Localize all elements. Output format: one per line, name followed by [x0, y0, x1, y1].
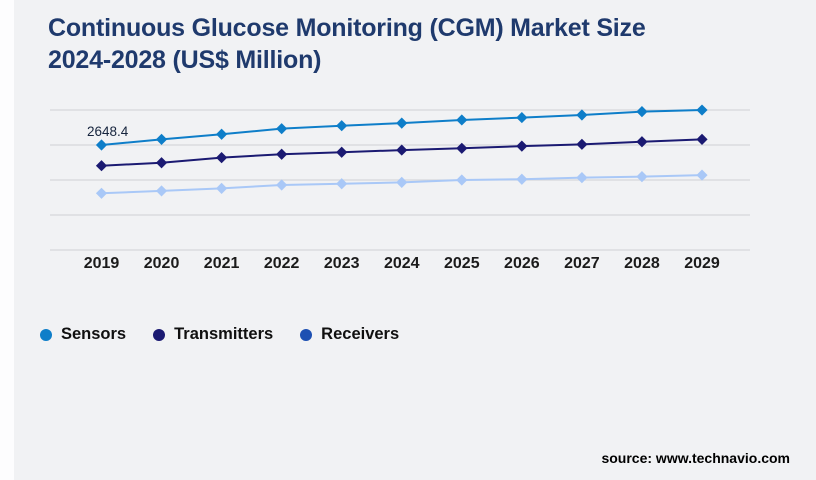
chart-title-line2: 2024-2028 (US$ Million): [48, 46, 322, 74]
marker-receivers-2019: [95, 187, 108, 199]
marker-sensors-2020: [155, 133, 168, 145]
marker-receivers-2027: [576, 172, 588, 184]
marker-sensors-2024: [396, 117, 408, 129]
marker-receivers-2028: [636, 171, 648, 183]
legend-dot-receivers: [300, 328, 313, 341]
marker-receivers-2021: [216, 182, 228, 194]
chart-title-line1: Continuous Glucose Monitoring (CGM) Mark…: [48, 14, 646, 42]
marker-transmitters-2023: [336, 146, 348, 158]
marker-sensors-2019: [95, 139, 108, 151]
legend-dot-transmitters: [153, 328, 166, 341]
marker-sensors-2021: [216, 128, 228, 140]
legend-item-receivers: Receivers: [300, 325, 399, 344]
marker-receivers-2024: [396, 176, 408, 188]
marker-transmitters-2020: [155, 157, 168, 169]
marker-sensors-2025: [456, 114, 468, 126]
marker-receivers-2029: [696, 169, 708, 181]
marker-transmitters-2021: [216, 152, 228, 164]
data-label-sensors-2019: 2648.4: [87, 124, 129, 139]
legend-label-sensors: Sensors: [61, 325, 127, 343]
legend-label-receivers: Receivers: [321, 325, 400, 343]
marker-transmitters-2027: [576, 138, 588, 150]
chart-title: Continuous Glucose Monitoring (CGM) Mark…: [48, 12, 728, 76]
source-attribution: source: www.technavio.com: [601, 450, 790, 466]
marker-receivers-2020: [155, 185, 168, 197]
marker-sensors-2029: [696, 104, 708, 116]
marker-transmitters-2025: [456, 142, 468, 154]
legend-item-transmitters: Transmitters: [153, 325, 273, 344]
marker-transmitters-2029: [696, 133, 708, 145]
legend-label-transmitters: Transmitters: [174, 325, 274, 343]
left-margin-strip: [0, 0, 14, 480]
marker-sensors-2028: [636, 106, 648, 118]
marker-receivers-2023: [336, 178, 348, 190]
marker-transmitters-2024: [396, 144, 408, 156]
marker-receivers-2025: [456, 174, 468, 186]
marker-transmitters-2022: [276, 148, 288, 160]
legend-item-sensors: Sensors: [40, 325, 126, 344]
marker-sensors-2022: [276, 123, 288, 135]
marker-transmitters-2026: [516, 140, 528, 152]
marker-receivers-2026: [516, 173, 528, 185]
marker-receivers-2022: [276, 179, 288, 191]
chart-legend: Sensors Transmitters Receivers: [40, 325, 399, 344]
marker-sensors-2026: [516, 111, 528, 124]
marker-transmitters-2019: [95, 160, 108, 172]
marker-transmitters-2028: [636, 136, 648, 148]
marker-sensors-2023: [336, 120, 348, 132]
legend-dot-sensors: [40, 328, 52, 341]
marker-sensors-2027: [576, 109, 588, 121]
